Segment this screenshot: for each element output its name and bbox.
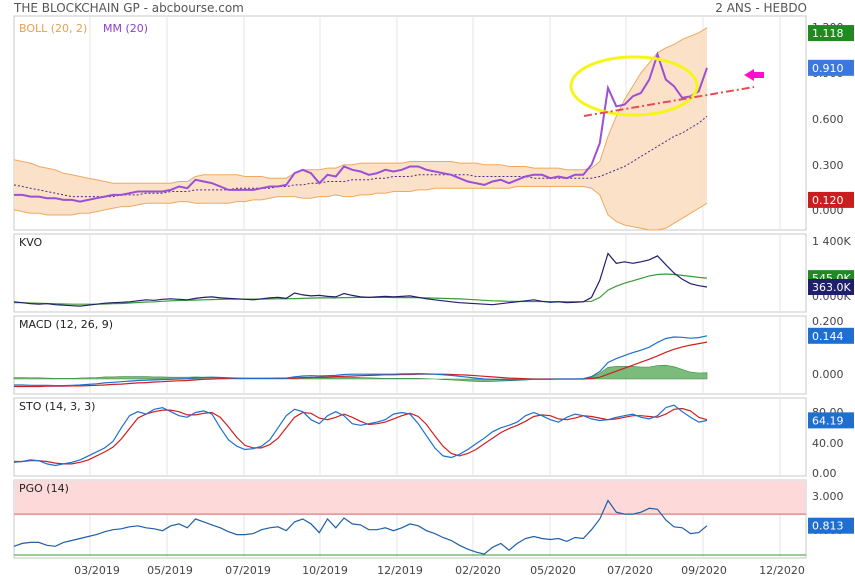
price-badge-1-bg [808, 59, 854, 76]
trend-line [583, 86, 755, 117]
sto-k-line [13, 404, 708, 467]
macd-signal-line [14, 341, 708, 388]
price-badge-2: 0.120 [812, 194, 844, 207]
x-tick-label: 10/2019 [302, 564, 348, 577]
y-tick-label: 0.600 [812, 113, 844, 126]
pgo-line [13, 499, 708, 555]
x-tick-label: 05/2019 [147, 564, 193, 577]
sto-badge-0-bg [808, 412, 854, 429]
price-badge-1: 0.910 [812, 62, 844, 75]
panel-frame [13, 315, 807, 395]
y-tick-label: 3.000 [812, 490, 844, 503]
sto-d-line [14, 407, 708, 465]
price-line [14, 51, 708, 203]
panel-frame [13, 397, 807, 477]
macd-line [14, 335, 708, 387]
bollinger-lower [13, 186, 708, 231]
legend-macd: MACD (12, 26, 9) [19, 318, 113, 331]
legend-boll: BOLL (20, 2) [19, 22, 87, 35]
panel-0: 1.2000.9000.6000.3000.0001.1180.9100.120… [13, 15, 854, 231]
chart-title: THE BLOCKCHAIN GP - abcbourse.com [14, 1, 244, 15]
bollinger-upper [13, 27, 708, 184]
x-tick-label: 12/2019 [377, 564, 423, 577]
legend-pgo: PGO (14) [19, 482, 69, 495]
pgo-badge-0-bg [808, 517, 854, 534]
pointer-arrow-icon [744, 69, 764, 81]
period-label: 2 ANS - HEBDO [715, 1, 807, 15]
x-tick-label: 09/2020 [681, 564, 727, 577]
sto-badge-0: 64.19 [812, 414, 844, 427]
kvo-badge-1-bg [808, 278, 854, 295]
pgo-overbought-zone [15, 481, 805, 515]
moving-average-line [13, 115, 708, 198]
y-tick-label: 1 400K [812, 235, 851, 248]
x-tick-label: 07/2020 [607, 564, 653, 577]
price-badge-0-bg [808, 25, 854, 42]
legend-mm: MM (20) [103, 22, 148, 35]
price-badge-0: 1.118 [812, 27, 844, 40]
macd-badge-0-bg [808, 327, 854, 344]
x-tick-label: 12/2020 [759, 564, 805, 577]
x-tick-label: 07/2019 [225, 564, 271, 577]
y-tick-label: 0.200 [812, 315, 844, 328]
x-tick-label: 05/2020 [530, 564, 576, 577]
panel-2: 0.200 0.000 0.144 MACD (12, 26, 9) [13, 315, 854, 395]
price-badge-2-bg [808, 191, 854, 208]
x-tick-label: 02/2020 [455, 564, 501, 577]
y-tick-label: 0.000 [812, 368, 844, 381]
kvo-line [13, 252, 708, 307]
y-tick-label: 0.300 [812, 159, 844, 172]
highlight-ellipse [569, 55, 699, 117]
y-tick-label: 40.00 [812, 437, 844, 450]
macd-histogram [13, 364, 708, 383]
kvo-badge-1: 363.0K [812, 281, 851, 294]
legend-sto: STO (14, 3, 3) [19, 400, 95, 413]
bollinger-band [14, 27, 707, 231]
legend-kvo: KVO [19, 236, 43, 249]
y-tick-label: 0.00 [812, 467, 837, 480]
macd-badge-0: 0.144 [812, 330, 844, 343]
pgo-badge-0: 0.813 [812, 520, 844, 533]
x-tick-label: 03/2019 [74, 564, 120, 577]
panel-frame [13, 233, 807, 313]
